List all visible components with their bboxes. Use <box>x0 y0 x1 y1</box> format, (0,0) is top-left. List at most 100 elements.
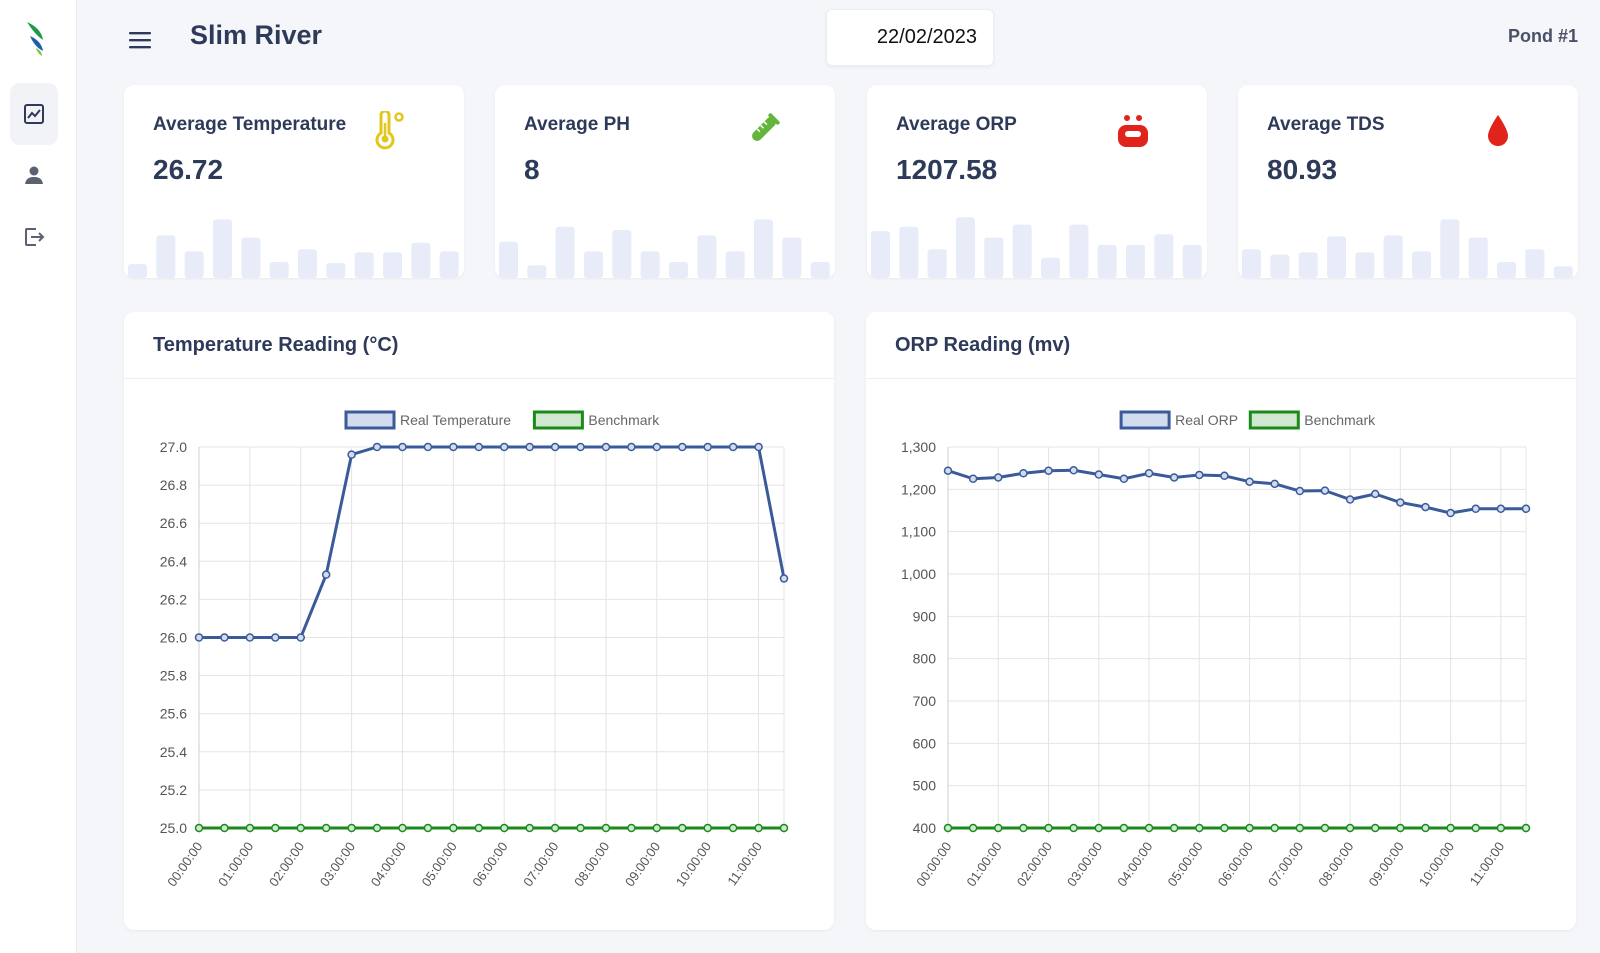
spark-bar <box>1553 266 1573 278</box>
spark-bar <box>439 251 459 278</box>
spark-bar <box>1126 244 1145 278</box>
x-tick-label: 03:00:00 <box>1064 839 1105 889</box>
data-point <box>1496 504 1506 514</box>
stat-sparkline <box>499 219 830 278</box>
legend-swatch[interactable] <box>344 410 396 430</box>
x-tick-label: 01:00:00 <box>215 839 256 889</box>
stat-value: 8 <box>524 154 540 185</box>
legend-label[interactable]: Benchmark <box>1304 412 1376 428</box>
spark-bar <box>584 251 603 278</box>
x-tick-label: 05:00:00 <box>1164 839 1205 889</box>
sidebar <box>0 0 77 953</box>
data-point <box>1320 823 1330 833</box>
y-tick-label: 26.4 <box>160 553 187 569</box>
legend-label[interactable]: Real ORP <box>1175 412 1238 428</box>
pond-selector[interactable]: Pond #1 <box>1507 26 1578 46</box>
data-point <box>1295 823 1305 833</box>
x-tick-label: 08:00:00 <box>1315 839 1356 889</box>
spark-bar <box>1525 249 1545 278</box>
spark-bar <box>782 237 802 278</box>
spark-bar <box>1069 224 1089 278</box>
legend-swatch[interactable] <box>1119 410 1171 430</box>
data-point <box>449 442 458 452</box>
data-point <box>1521 504 1531 514</box>
data-point <box>943 823 953 833</box>
y-tick-label: 1,300 <box>901 439 936 455</box>
data-point <box>1094 470 1104 479</box>
divider <box>866 378 1576 379</box>
data-point <box>1144 468 1154 478</box>
data-point <box>703 823 712 833</box>
x-tick-label: 02:00:00 <box>266 839 307 889</box>
spark-bar <box>871 231 890 278</box>
data-point <box>423 823 433 833</box>
spark-bar <box>1012 224 1032 278</box>
data-point <box>1069 466 1078 475</box>
spark-bar <box>1097 244 1117 278</box>
data-point <box>194 633 204 642</box>
spark-bar <box>555 226 575 278</box>
spark-bar <box>241 237 261 278</box>
data-point <box>1195 823 1204 833</box>
data-point <box>601 823 611 833</box>
stat-card-orp: Average ORP 1207.58 <box>867 85 1207 278</box>
spark-bar <box>810 262 830 278</box>
water-molecule-icon <box>1118 115 1148 147</box>
date-picker[interactable]: 22/02/2023 <box>826 9 994 66</box>
legend-swatch[interactable] <box>532 410 584 430</box>
y-tick-label: 400 <box>913 820 937 836</box>
stat-card-ph: Average PH 8 <box>495 85 835 278</box>
data-point <box>627 823 636 833</box>
stat-card-temperature: Average Temperature 26.72 <box>124 85 464 278</box>
data-point <box>398 442 407 452</box>
legend-label[interactable]: Benchmark <box>588 412 660 428</box>
y-tick-label: 25.2 <box>160 782 187 798</box>
stat-label: Average Temperature <box>153 114 347 135</box>
y-tick-label: 26.2 <box>160 591 187 607</box>
sidebar-item-users[interactable] <box>10 144 58 206</box>
x-tick-label: 10:00:00 <box>673 839 714 889</box>
data-point <box>220 823 229 833</box>
menu-toggle-button[interactable] <box>128 28 152 52</box>
orp-line-chart: 400 500 600 700 800 900 1,000 1,100 1,200 1,300 00… <box>901 410 1531 889</box>
spark-bar <box>1154 234 1174 278</box>
data-point <box>1396 498 1405 507</box>
app-logo-icon[interactable] <box>22 18 52 58</box>
spark-bar <box>1298 252 1318 278</box>
legend-label[interactable]: Real Temperature <box>400 412 511 428</box>
x-tick-label: 08:00:00 <box>571 839 612 889</box>
data-point <box>474 442 484 452</box>
y-tick-label: 700 <box>913 693 937 709</box>
sidebar-item-dashboard[interactable] <box>10 83 58 145</box>
data-point <box>449 823 458 833</box>
data-point <box>372 442 382 452</box>
data-point <box>1019 823 1028 833</box>
legend-swatch[interactable] <box>1248 410 1300 430</box>
y-tick-label: 26.0 <box>160 630 187 646</box>
data-point <box>220 633 229 642</box>
data-point <box>347 450 356 459</box>
data-point <box>1295 486 1305 496</box>
stat-value: 80.93 <box>1267 154 1338 185</box>
y-tick-label: 900 <box>913 608 937 624</box>
spark-bar <box>1270 254 1290 278</box>
data-point <box>1421 502 1430 512</box>
data-point <box>550 442 560 452</box>
data-point <box>271 823 280 833</box>
x-tick-label: 06:00:00 <box>469 839 510 889</box>
spark-bar <box>697 235 717 278</box>
data-point <box>525 442 534 452</box>
sidebar-item-logout[interactable] <box>10 206 58 268</box>
data-point <box>423 442 433 452</box>
data-point <box>245 633 255 642</box>
data-point <box>271 633 280 642</box>
x-tick-label: 02:00:00 <box>1014 839 1055 889</box>
spark-bar <box>1412 251 1431 278</box>
data-point <box>1471 823 1480 833</box>
spark-bar <box>1041 257 1060 278</box>
data-point <box>703 442 712 452</box>
data-point <box>1169 473 1179 482</box>
data-point <box>627 442 636 452</box>
data-point <box>194 823 204 833</box>
page-title: Slim River <box>190 20 323 50</box>
